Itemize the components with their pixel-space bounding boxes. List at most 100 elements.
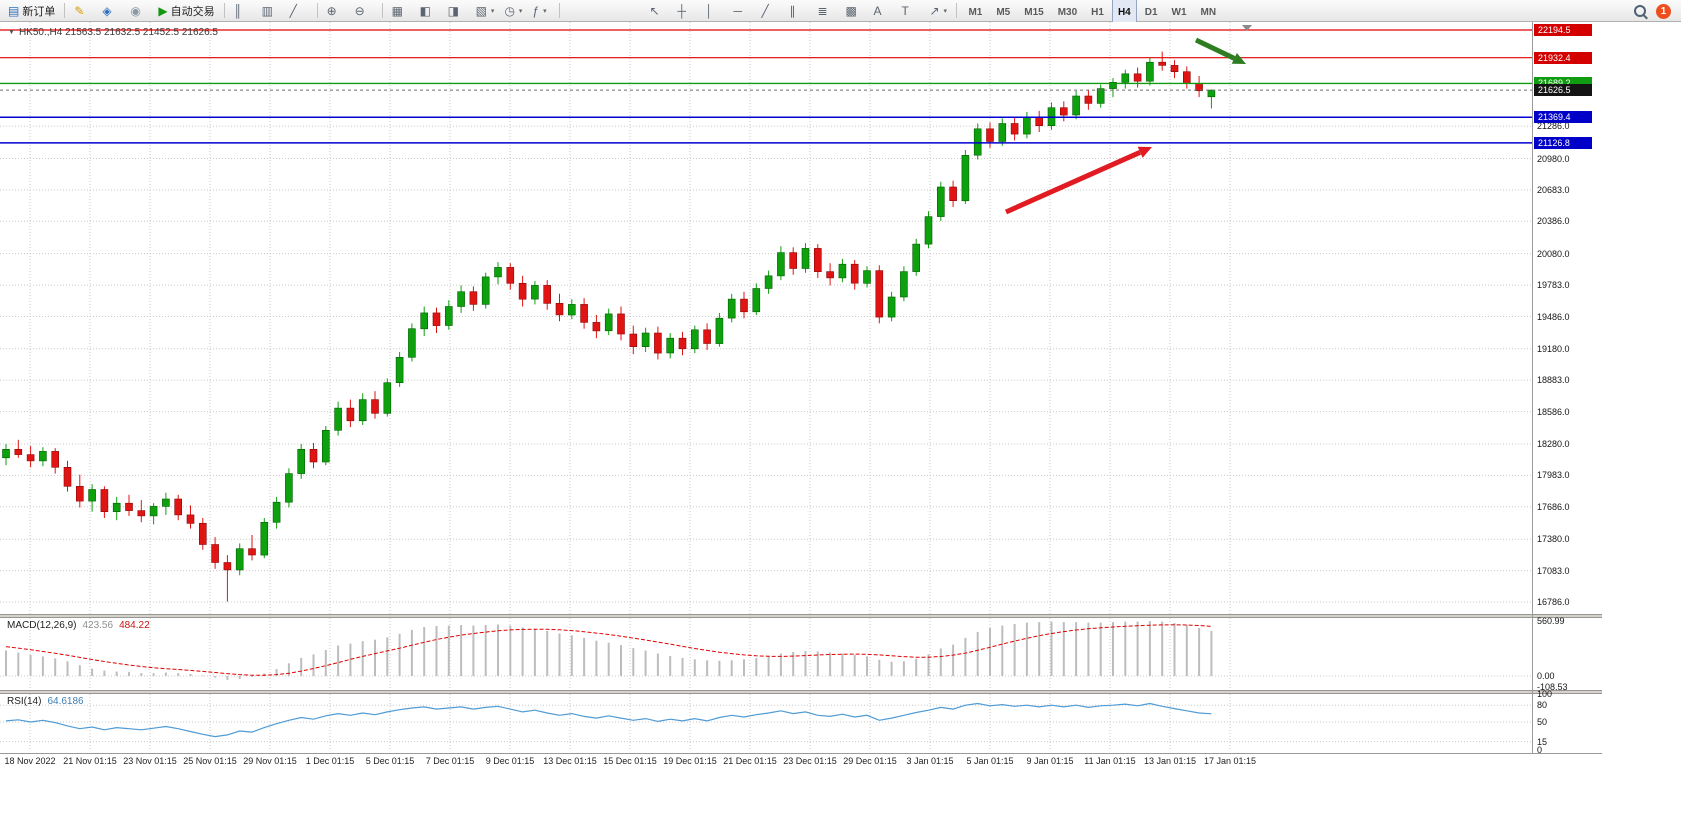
toolbar-separator <box>559 3 561 18</box>
timeframe-d1[interactable]: D1 <box>1139 0 1164 23</box>
crosshair-button[interactable]: ┼ <box>673 1 699 21</box>
new-chart-button[interactable]: ▧ ▾ <box>472 1 499 21</box>
metaeditor-button[interactable]: ✎ <box>70 1 96 21</box>
panel-divider-macd[interactable] <box>0 614 1602 618</box>
macd-canvas[interactable] <box>0 618 1532 690</box>
timeframe-m5[interactable]: M5 <box>990 0 1016 23</box>
timeframe-mn[interactable]: MN <box>1195 0 1223 23</box>
axis-label: 18280.0 <box>1537 439 1570 449</box>
line-chart-button[interactable]: ╱ <box>286 1 312 21</box>
indicators-button[interactable]: ƒ ▾ <box>528 1 554 21</box>
arrow-objects-button[interactable]: ↗ ▾ <box>925 1 951 21</box>
vertical-line-button[interactable]: │ <box>701 1 727 21</box>
axis-label: 20980.0 <box>1537 153 1570 164</box>
axis-label: 80 <box>1537 700 1548 711</box>
equidistant-channel-button[interactable]: ∥ <box>785 1 811 21</box>
price-tag: 21369.4 <box>1534 111 1592 124</box>
axis-label: 19180.0 <box>1537 343 1570 354</box>
timeframe-w1[interactable]: W1 <box>1166 0 1193 23</box>
rsi-canvas[interactable] <box>0 694 1532 750</box>
panel-divider-rsi[interactable] <box>0 690 1602 694</box>
time-axis-border <box>0 753 1602 754</box>
cursor-icon: ↖ <box>649 3 660 18</box>
notification-badge[interactable]: 1 <box>1656 3 1671 19</box>
auto-trading-button[interactable]: ▶ 自动交易 <box>154 1 218 21</box>
arrow-objects-button-caret[interactable]: ▾ <box>943 7 948 15</box>
price-chart-canvas[interactable] <box>0 22 1532 614</box>
symbol-collapse-icon[interactable]: ▼ <box>8 29 15 36</box>
new-order-button[interactable]: ▤ 新订单 <box>4 1 59 21</box>
macd-name: MACD(12,26,9) <box>7 620 77 631</box>
timeframe-h1[interactable]: H1 <box>1085 0 1110 23</box>
cursor-button[interactable]: ↖ <box>645 1 671 21</box>
new-chart-icon: ▧ <box>475 3 487 18</box>
toolbar-separator <box>956 3 958 18</box>
timeframe-m30[interactable]: M30 <box>1052 0 1083 23</box>
time-axis[interactable]: 18 Nov 2022 21 Nov 01:15 23 Nov 01:15 25 No… <box>0 755 1602 771</box>
time-label: 9 Dec 01:15 <box>485 756 535 766</box>
profiles-button[interactable]: ◷ ▾ <box>500 1 526 21</box>
price-axis-border <box>1532 22 1533 753</box>
price-tag: 21626.5 <box>1534 84 1592 97</box>
time-label: 15 Dec 01:15 <box>603 756 657 766</box>
text-icon: A <box>873 3 882 18</box>
new-chart-button-caret[interactable]: ▾ <box>490 7 495 15</box>
horizontal-line-button[interactable]: ─ <box>729 1 755 21</box>
candlestick-chart-button[interactable]: ▥ <box>258 1 284 21</box>
community-icon: ◈ <box>102 3 112 18</box>
search-icon[interactable] <box>1632 3 1648 19</box>
axis-label: 20683.0 <box>1537 184 1570 195</box>
indicators-button-caret[interactable]: ▾ <box>543 7 547 15</box>
axis-label: 50 <box>1537 717 1548 727</box>
timeframe-mn-label: MN <box>1200 6 1217 18</box>
tile-windows-button[interactable]: ▦ <box>388 1 414 21</box>
magnifier-glyph <box>1634 5 1646 17</box>
axis-label: 19783.0 <box>1537 280 1570 291</box>
cascade-windows-button[interactable]: ◧ <box>416 1 442 21</box>
main-chart-panel[interactable] <box>0 22 1532 614</box>
macd-panel[interactable] <box>0 618 1532 690</box>
community-button[interactable]: ◈ <box>98 1 124 21</box>
timeframe-m15-label: M15 <box>1024 6 1044 18</box>
axis-label: 16786.0 <box>1537 597 1570 607</box>
toolbar-separator <box>381 3 383 18</box>
text-label-button[interactable]: T <box>897 1 923 21</box>
price-axis[interactable]: 21286.0 20980.0 20683.0 20386.0 20080.0 19783… <box>1533 0 1681 826</box>
chart-shift-marker[interactable] <box>1242 25 1252 31</box>
text-button[interactable]: A <box>869 1 895 21</box>
axis-label: 19486.0 <box>1537 311 1570 322</box>
timeframe-h4[interactable]: H4 <box>1111 0 1137 23</box>
rsi-name: RSI(14) <box>7 696 42 707</box>
red-up-arrow[interactable] <box>1004 146 1152 215</box>
bar-chart-button[interactable]: ║ <box>230 1 256 21</box>
timeframe-h1-label: H1 <box>1091 6 1104 18</box>
fibonacci-button[interactable]: ≣ <box>813 1 839 21</box>
chart-ohlc-label: ▼ HK50.,H4 21563.5 21632.5 21452.5 21626… <box>8 27 218 38</box>
mql5-button[interactable]: ◉ <box>126 1 152 21</box>
bar-chart-icon: ║ <box>233 3 243 18</box>
profiles-button-caret[interactable]: ▾ <box>518 7 523 15</box>
arrange-windows-button[interactable]: ◨ <box>444 1 470 21</box>
zoom-out-button[interactable]: ⊖ <box>351 1 377 21</box>
arrow-objects-icon: ↗ <box>929 3 940 18</box>
axis-label: 20080.0 <box>1537 248 1570 259</box>
zoom-in-button[interactable]: ⊕ <box>323 1 349 21</box>
axis-label: 0 <box>1537 745 1543 755</box>
trendline-button[interactable]: ╱ <box>757 1 783 21</box>
time-label: 9 Jan 01:15 <box>1026 756 1074 766</box>
axis-label: 17380.0 <box>1537 534 1570 545</box>
tile-windows-icon: ▦ <box>391 3 403 18</box>
time-label: 25 Nov 01:15 <box>183 756 237 766</box>
timeframe-m30-label: M30 <box>1057 6 1078 18</box>
toolbar-separator <box>64 3 66 18</box>
green-down-arrow[interactable] <box>1194 37 1246 64</box>
rsi-panel[interactable] <box>0 694 1532 750</box>
timeframe-m15[interactable]: M15 <box>1018 0 1049 23</box>
time-label: 1 Dec 01:15 <box>305 756 355 766</box>
timeframe-m1[interactable]: M1 <box>962 0 988 23</box>
macd-grid <box>0 618 1532 690</box>
macd-signal-value: 484.22 <box>119 620 150 631</box>
time-label: 3 Jan 01:15 <box>906 756 954 766</box>
axis-label: 18883.0 <box>1537 375 1570 386</box>
grid-button[interactable]: ▩ <box>841 1 867 21</box>
